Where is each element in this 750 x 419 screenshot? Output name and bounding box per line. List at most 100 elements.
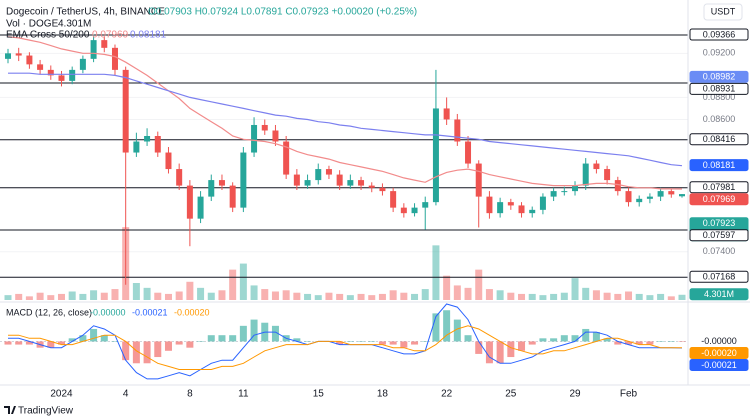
candle-body xyxy=(133,141,140,153)
macd-histogram-bar xyxy=(571,335,579,342)
candle-body xyxy=(58,75,65,81)
volume-bar xyxy=(432,245,440,300)
macd-histogram-bar xyxy=(667,341,675,342)
volume-bar xyxy=(443,275,451,300)
candle-body xyxy=(539,196,546,210)
ema-last-label: 0.08181 xyxy=(703,160,736,170)
x-tick-label: 18 xyxy=(377,389,389,400)
macd-histogram-bar xyxy=(635,341,643,345)
volume-bar xyxy=(25,296,33,300)
candle-body xyxy=(518,205,525,214)
volume-bar xyxy=(164,293,172,300)
macd-legend: MACD (12, 26, close) xyxy=(6,307,92,317)
level-label: 0.08416 xyxy=(703,134,736,144)
y-tick-label: 0.07400 xyxy=(703,246,736,256)
candle-body xyxy=(261,124,268,131)
macd-histogram-bar xyxy=(111,341,119,342)
macd-histogram-bar xyxy=(357,341,365,342)
volume-bar xyxy=(400,292,408,300)
signal-last-label: -0.00020 xyxy=(701,348,737,358)
macd-histogram-bar xyxy=(678,341,686,342)
volume-bar xyxy=(357,293,365,300)
candle-body xyxy=(111,47,118,70)
macd-histogram-bar xyxy=(346,341,354,342)
macd-histogram-bar xyxy=(518,341,526,351)
marker-label-bg xyxy=(689,70,749,83)
candle-body xyxy=(347,180,354,186)
macd-histogram-bar xyxy=(539,338,547,342)
macd-histogram-bar xyxy=(464,335,472,342)
candle-body xyxy=(229,185,236,208)
volume-bar xyxy=(496,290,504,300)
x-tick-label: 15 xyxy=(313,389,325,400)
candle-body xyxy=(400,207,407,214)
level-label: 0.07597 xyxy=(703,230,736,240)
y-tick-label: 0.08600 xyxy=(703,114,736,124)
macd-histogram-bar xyxy=(550,338,558,342)
candle-body xyxy=(47,69,54,76)
candle-body xyxy=(197,196,204,219)
volume-bar xyxy=(614,293,622,300)
marker-label: 0.08982 xyxy=(703,72,736,82)
macd-histogram-bar xyxy=(507,341,515,358)
candle-body xyxy=(625,191,632,203)
level-label-bg xyxy=(689,270,749,283)
level-label-bg xyxy=(689,82,749,95)
volume-bar xyxy=(175,291,183,300)
chart-title: Dogecoin / TetherUS, 4h, BINANCE xyxy=(6,7,165,18)
macd-histogram-bar xyxy=(154,341,162,358)
candle-body xyxy=(122,69,129,153)
candle-body xyxy=(26,55,33,65)
macd-histogram-bar xyxy=(603,338,611,342)
candle-body xyxy=(432,108,439,203)
y-tick-label: 0.08800 xyxy=(703,92,736,102)
candle-body xyxy=(614,180,621,192)
currency-box xyxy=(703,3,743,21)
y-tick-label: 0.09200 xyxy=(703,48,736,58)
volume-bar xyxy=(582,287,590,300)
volume-bar xyxy=(346,295,354,300)
macd-histogram-bar xyxy=(368,341,376,342)
volume-bar xyxy=(368,295,376,300)
logo xyxy=(4,406,16,414)
candle-body xyxy=(390,191,397,208)
volume-bar xyxy=(197,287,205,300)
x-tick-label: 22 xyxy=(441,389,453,400)
candle-body xyxy=(144,136,151,142)
candle-body xyxy=(186,185,193,219)
macd-histogram-bar xyxy=(207,335,215,342)
macd-histogram-bar xyxy=(421,341,429,342)
hist-last-label: -0.00000 xyxy=(701,336,737,346)
volume-last-label: 4.301M xyxy=(704,289,734,299)
macd-histogram-bar xyxy=(614,341,622,345)
macd-histogram-bar xyxy=(90,328,98,342)
volume-bar xyxy=(528,293,536,300)
macd-last-label-bg xyxy=(689,358,749,371)
macd-histogram-bar xyxy=(218,335,226,342)
macd-histogram-bar xyxy=(4,341,12,345)
volume-bar xyxy=(4,295,12,300)
ema-legend-value: 0.08181 xyxy=(130,30,167,41)
volume-bar xyxy=(560,292,568,300)
volume-bar xyxy=(603,292,611,300)
volume-bar xyxy=(667,296,675,300)
candle-body xyxy=(90,40,97,59)
macd-histogram-bar xyxy=(560,335,568,342)
macd-histogram-bar xyxy=(122,341,130,361)
volume-last-label-bg xyxy=(689,288,749,301)
volume-bar xyxy=(325,292,333,300)
volume-bar xyxy=(464,287,472,300)
ema-legend: EMA Cross 50/200 xyxy=(6,30,90,41)
volume-bar xyxy=(421,289,429,300)
volume-bar xyxy=(657,293,665,300)
macd-last-label: -0.00021 xyxy=(701,360,737,370)
macd-histogram-bar xyxy=(389,341,397,345)
volume-bar xyxy=(507,292,515,300)
macd-histogram-bar xyxy=(47,341,55,348)
volume-bar xyxy=(186,281,194,300)
volume-bar xyxy=(635,293,643,300)
level-label-bg xyxy=(689,229,749,242)
candle-body xyxy=(507,202,514,206)
x-tick-label: 8 xyxy=(187,389,193,400)
